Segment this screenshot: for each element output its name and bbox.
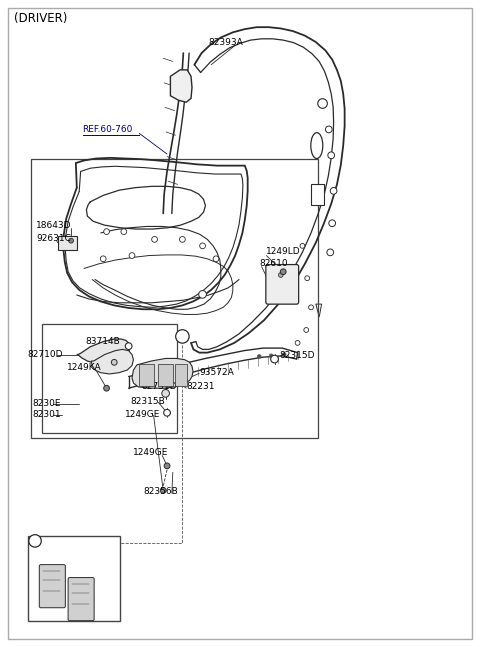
- Text: 1249GE: 1249GE: [133, 448, 169, 457]
- Text: a: a: [33, 536, 37, 545]
- Circle shape: [295, 340, 300, 345]
- Circle shape: [329, 220, 336, 226]
- Circle shape: [69, 238, 73, 243]
- Circle shape: [257, 355, 261, 358]
- Bar: [42, 324, 177, 433]
- Circle shape: [200, 243, 205, 248]
- Bar: [139, 364, 154, 386]
- Circle shape: [271, 355, 278, 363]
- Circle shape: [318, 99, 327, 108]
- Polygon shape: [170, 70, 192, 102]
- Text: 82315D: 82315D: [279, 351, 315, 360]
- Circle shape: [100, 256, 106, 261]
- Bar: [58, 236, 77, 250]
- Text: 93572A: 93572A: [199, 367, 234, 377]
- Circle shape: [199, 291, 206, 298]
- Text: 82315B: 82315B: [131, 397, 165, 406]
- FancyBboxPatch shape: [266, 265, 299, 304]
- Circle shape: [104, 229, 109, 234]
- Polygon shape: [316, 304, 322, 317]
- Text: 83714B: 83714B: [85, 337, 120, 346]
- Text: 92631C: 92631C: [36, 234, 71, 243]
- Circle shape: [161, 373, 165, 377]
- Circle shape: [104, 386, 109, 391]
- Text: 82393A: 82393A: [209, 38, 243, 47]
- Circle shape: [121, 229, 127, 234]
- Circle shape: [328, 152, 335, 159]
- Text: 1249KA: 1249KA: [67, 363, 102, 372]
- Text: 8230E: 8230E: [33, 399, 61, 408]
- Circle shape: [325, 126, 332, 133]
- Text: 82356B: 82356B: [143, 487, 178, 496]
- Circle shape: [300, 243, 305, 248]
- Circle shape: [269, 354, 273, 358]
- Text: 1249LD: 1249LD: [266, 247, 301, 256]
- Circle shape: [304, 327, 309, 333]
- Text: 93530: 93530: [57, 566, 85, 575]
- Bar: [175, 364, 187, 386]
- Text: (DRIVER): (DRIVER): [14, 12, 68, 25]
- Circle shape: [305, 276, 310, 281]
- Circle shape: [330, 188, 337, 194]
- Text: 1249GE: 1249GE: [125, 410, 160, 419]
- Circle shape: [180, 237, 185, 242]
- FancyBboxPatch shape: [68, 578, 94, 620]
- Circle shape: [160, 488, 166, 493]
- Bar: [311, 184, 324, 205]
- Circle shape: [29, 534, 41, 547]
- Text: 93570B: 93570B: [30, 551, 65, 560]
- Ellipse shape: [311, 133, 323, 159]
- Circle shape: [162, 389, 169, 397]
- Text: 82731D: 82731D: [142, 382, 177, 391]
- Text: 82301: 82301: [33, 410, 61, 419]
- Text: a: a: [180, 332, 185, 341]
- Text: 82610: 82610: [259, 259, 288, 269]
- Text: 18643D: 18643D: [36, 221, 72, 230]
- Circle shape: [135, 378, 139, 382]
- Bar: [158, 364, 173, 386]
- Circle shape: [125, 343, 132, 349]
- Polygon shape: [91, 349, 133, 374]
- Bar: [28, 536, 120, 621]
- Circle shape: [111, 360, 117, 365]
- Circle shape: [327, 249, 334, 256]
- Text: 82710D: 82710D: [28, 350, 63, 359]
- Circle shape: [152, 237, 157, 242]
- Circle shape: [309, 305, 313, 310]
- Text: 82231: 82231: [186, 382, 215, 391]
- Polygon shape: [132, 358, 193, 388]
- Bar: [31, 159, 318, 438]
- Circle shape: [164, 410, 170, 416]
- Circle shape: [176, 330, 189, 343]
- Circle shape: [147, 375, 151, 378]
- Circle shape: [278, 272, 283, 278]
- Circle shape: [129, 253, 135, 258]
- Circle shape: [282, 353, 286, 356]
- Circle shape: [164, 463, 170, 468]
- Circle shape: [280, 269, 286, 274]
- FancyBboxPatch shape: [39, 565, 65, 608]
- Text: REF.60-760: REF.60-760: [83, 125, 133, 134]
- Circle shape: [213, 256, 219, 261]
- Polygon shape: [77, 339, 130, 364]
